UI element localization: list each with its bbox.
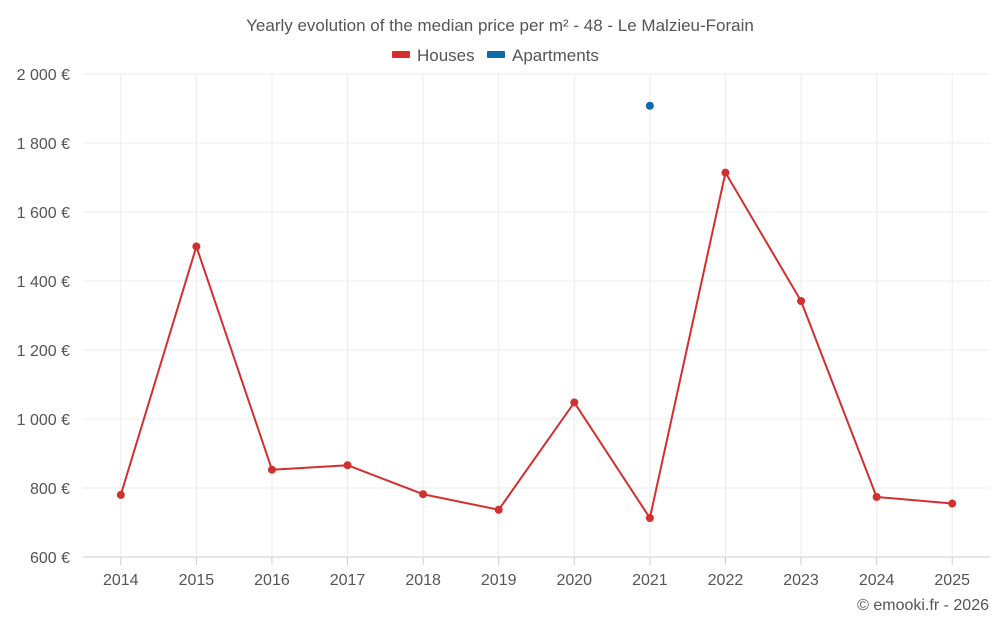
x-tick-label: 2015 bbox=[179, 572, 215, 589]
legend-swatch-apartments bbox=[487, 51, 505, 58]
data-point-houses-2024[interactable] bbox=[872, 492, 881, 501]
data-point-houses-2021[interactable] bbox=[645, 514, 654, 523]
y-tick-label: 1 000 € bbox=[17, 412, 70, 429]
y-tick-label: 600 € bbox=[30, 550, 70, 567]
x-axis: 2014 2015 2016 2017 2018 2019 2020 2021 2022 2023… bbox=[103, 557, 970, 589]
data-point-houses-2025[interactable] bbox=[948, 499, 957, 508]
legend-swatch-houses bbox=[392, 51, 410, 58]
x-tick-label: 2014 bbox=[103, 572, 139, 589]
y-tick-label: 800 € bbox=[30, 481, 70, 498]
x-tick-label: 2018 bbox=[405, 572, 441, 589]
data-point-houses-2018[interactable] bbox=[419, 490, 428, 499]
grid bbox=[83, 73, 990, 558]
legend-item-houses[interactable]: Houses bbox=[392, 46, 475, 65]
y-tick-label: 1 800 € bbox=[17, 136, 70, 153]
chart-title: Yearly evolution of the median price per… bbox=[246, 16, 754, 35]
data-point-houses-2015[interactable] bbox=[192, 242, 201, 251]
series-apartments bbox=[645, 101, 654, 110]
legend-label-houses: Houses bbox=[417, 46, 475, 65]
y-tick-label: 2 000 € bbox=[17, 67, 70, 84]
x-tick-label: 2021 bbox=[632, 572, 668, 589]
y-tick-label: 1 200 € bbox=[17, 343, 70, 360]
data-point-houses-2017[interactable] bbox=[343, 461, 352, 470]
x-tick-label: 2022 bbox=[708, 572, 744, 589]
x-tick-label: 2024 bbox=[859, 572, 895, 589]
legend-label-apartments: Apartments bbox=[512, 46, 599, 65]
y-tick-label: 1 600 € bbox=[17, 205, 70, 222]
data-point-houses-2020[interactable] bbox=[570, 398, 579, 407]
x-tick-label: 2019 bbox=[481, 572, 517, 589]
x-tick-label: 2017 bbox=[330, 572, 366, 589]
series-houses bbox=[116, 168, 957, 523]
data-point-houses-2023[interactable] bbox=[797, 297, 806, 306]
legend: Houses Apartments bbox=[392, 46, 599, 65]
x-tick-label: 2025 bbox=[934, 572, 970, 589]
data-point-houses-2014[interactable] bbox=[116, 490, 125, 499]
x-tick-label: 2020 bbox=[556, 572, 592, 589]
legend-item-apartments[interactable]: Apartments bbox=[487, 46, 599, 65]
series-group bbox=[116, 101, 957, 523]
series-line-houses bbox=[119, 171, 953, 520]
data-point-houses-2016[interactable] bbox=[267, 465, 276, 474]
x-tick-label: 2023 bbox=[783, 572, 819, 589]
y-tick-label: 1 400 € bbox=[17, 274, 70, 291]
data-point-houses-2019[interactable] bbox=[494, 505, 503, 514]
x-tick-label: 2016 bbox=[254, 572, 290, 589]
data-point-apartments-2021[interactable] bbox=[645, 101, 654, 110]
data-point-houses-2022[interactable] bbox=[721, 168, 730, 177]
credit: © emooki.fr - 2026 bbox=[857, 597, 989, 614]
y-axis: 600 € 800 € 1 000 € 1 200 € 1 400 € 1 600 € 1 … bbox=[17, 67, 70, 567]
